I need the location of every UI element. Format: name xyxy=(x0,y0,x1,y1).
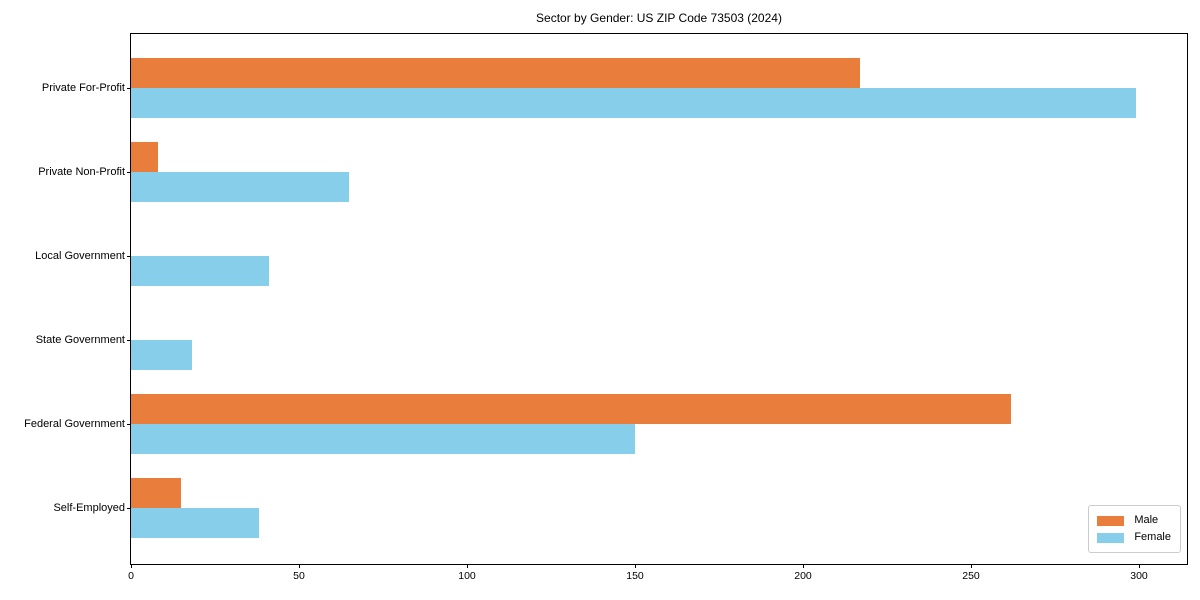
legend-label: Male xyxy=(1134,514,1159,526)
y-tick-label: Private For-Profit xyxy=(41,82,125,94)
x-tick-label: 250 xyxy=(962,570,980,582)
x-tick-label: 300 xyxy=(1130,570,1148,582)
bar-male xyxy=(131,394,1012,424)
legend-item: Female xyxy=(1097,529,1171,546)
x-tick-mark xyxy=(130,564,132,568)
y-tick-label: Self-Employed xyxy=(53,502,125,514)
y-tick-label: State Government xyxy=(35,334,125,346)
x-tick-mark xyxy=(634,564,636,568)
x-tick-mark xyxy=(970,564,972,568)
bar-female xyxy=(131,340,192,370)
x-tick-label: 200 xyxy=(794,570,812,582)
y-tick-label: Federal Government xyxy=(24,418,125,430)
legend: Male Female xyxy=(1088,505,1181,553)
bar-male xyxy=(131,478,182,508)
chart-title: Sector by Gender: US ZIP Code 73503 (202… xyxy=(536,11,782,25)
y-tick-mark xyxy=(127,172,131,173)
legend-item: Male xyxy=(1097,512,1171,529)
legend-label: Female xyxy=(1134,531,1171,543)
y-tick-mark xyxy=(127,88,131,89)
x-tick-mark xyxy=(802,564,804,568)
legend-swatch-female xyxy=(1097,532,1125,543)
bar-male xyxy=(131,58,861,88)
x-tick-label: 150 xyxy=(626,570,644,582)
bar-female xyxy=(131,508,259,538)
x-tick-label: 50 xyxy=(293,570,305,582)
y-tick-mark xyxy=(127,340,131,341)
x-tick-mark xyxy=(1138,564,1140,568)
y-tick-mark xyxy=(127,256,131,257)
x-tick-mark xyxy=(298,564,300,568)
bar-female xyxy=(131,172,350,202)
y-tick-label: Local Government xyxy=(35,250,125,262)
bar-female xyxy=(131,424,635,454)
x-tick-label: 100 xyxy=(458,570,476,582)
y-tick-mark xyxy=(127,508,131,509)
bar-female xyxy=(131,88,1136,118)
plot-area: Male Female xyxy=(130,33,1188,565)
y-tick-mark xyxy=(127,424,131,425)
x-tick-label: 0 xyxy=(128,570,134,582)
bar-male xyxy=(131,142,158,172)
x-tick-mark xyxy=(466,564,468,568)
y-tick-label: Private Non-Profit xyxy=(38,166,125,178)
legend-swatch-male xyxy=(1097,515,1125,526)
bar-female xyxy=(131,256,269,286)
